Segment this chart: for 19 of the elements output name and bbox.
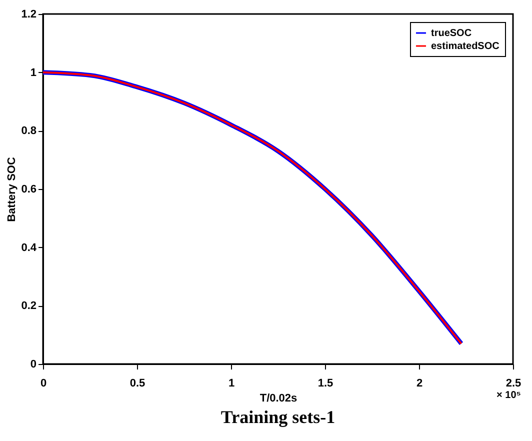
x-axis-title: T/0.02s: [260, 392, 298, 404]
x-tick-label: 1.5: [318, 378, 334, 390]
y-tick-label: 0.2: [21, 300, 36, 312]
x-tick-label: 1: [228, 378, 235, 390]
legend-label: trueSOC: [431, 28, 472, 39]
y-tick-label: 1.2: [21, 8, 36, 20]
y-tick-label: 0.8: [21, 125, 36, 138]
text: Training sets-1: [220, 407, 336, 427]
x-tick-label: 2.5: [506, 378, 522, 390]
text: × 10⁵: [496, 390, 522, 401]
x-tick-label: 0: [40, 378, 47, 390]
y-tick-label: 0.6: [21, 184, 36, 196]
y-tick-label: 0: [30, 358, 36, 370]
y-axis-title: Battery SOC: [6, 157, 18, 222]
y-tick-label: 0.4: [21, 242, 38, 254]
y-tick-label: 1: [30, 66, 36, 79]
legend-label: estimatedSOC: [431, 41, 500, 52]
x-tick-label: 0.5: [130, 378, 146, 390]
x-tick-label: 2: [416, 378, 423, 390]
